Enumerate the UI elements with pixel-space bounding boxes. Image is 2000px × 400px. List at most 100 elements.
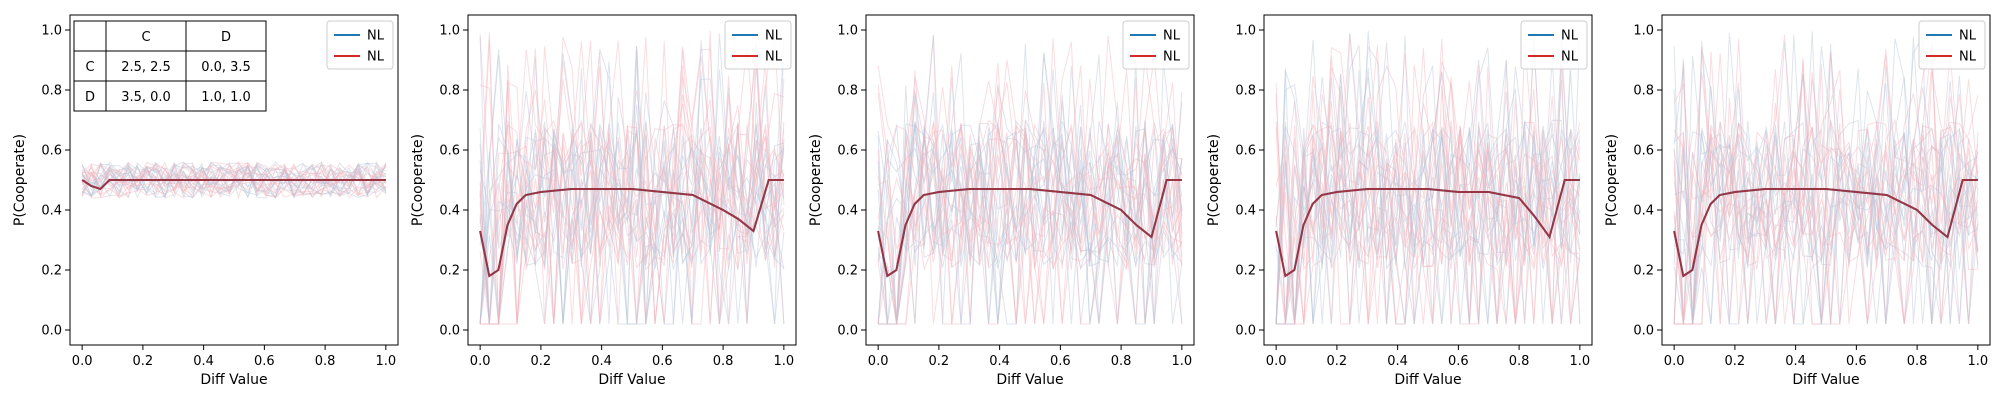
sample-trace	[1673, 38, 1979, 325]
legend-label: NL	[367, 29, 385, 44]
sample-trace	[1275, 70, 1581, 325]
y-tick-label: 0.4	[1633, 204, 1654, 219]
sample-trace	[1276, 33, 1581, 325]
sample-trace	[81, 161, 386, 198]
chart-panel-2: 0.0 0.2 0.4 0.6 0.8 1.0 0.0 0.2 0.4 0.6 0.8 1.0 Diff…	[410, 14, 797, 388]
x-tick-label: 0.8	[1509, 354, 1530, 369]
y-tick-label: 1.0	[1235, 24, 1256, 39]
y-tick-label: 0.2	[837, 264, 858, 279]
sample-trace	[81, 161, 387, 199]
axes-frame	[1263, 14, 1593, 346]
sample-trace	[1276, 59, 1581, 325]
series-line-red	[1673, 179, 1978, 278]
sample-trace	[1275, 66, 1581, 325]
sample-trace	[479, 49, 785, 325]
axes-frame	[865, 14, 1195, 346]
series-line-red	[81, 179, 386, 191]
sample-trace	[878, 86, 1183, 325]
table-cell: 0.0, 3.5	[201, 60, 251, 75]
sample-trace	[1275, 62, 1581, 325]
sample-trace	[1275, 45, 1581, 325]
sample-trace	[81, 161, 387, 200]
x-tick-label: 1.0	[1968, 354, 1989, 369]
sample-trace	[1276, 59, 1581, 325]
sample-trace	[1673, 42, 1979, 325]
x-tick-label: 1.0	[1570, 354, 1591, 369]
axes-frame	[467, 14, 797, 346]
sample-trace	[877, 53, 1183, 325]
y-tick-label: 0.8	[1633, 84, 1654, 99]
sample-trace	[877, 59, 1183, 325]
chart-panel-5: 0.0 0.2 0.4 0.6 0.8 1.0 0.0 0.2 0.4 0.6 0.8 1.0 Diff…	[1604, 14, 1991, 388]
x-tick-label: 0.4	[591, 354, 612, 369]
y-tick-label: 0.4	[439, 204, 460, 219]
y-tick-label: 0.8	[439, 84, 460, 99]
sample-trace	[479, 39, 785, 325]
sample-trace	[1673, 35, 1979, 325]
series-line-red	[479, 179, 784, 278]
sample-trace	[479, 40, 785, 325]
y-tick-label: 0.8	[41, 84, 62, 99]
table-row-header: D	[85, 90, 95, 105]
payoff-table: C DC 2.5, 2.5 0.0, 3.5D 3.5, 0.0 1.0, 1.0	[73, 20, 267, 112]
legend-label: NL	[1163, 50, 1181, 65]
x-tick-label: 0.6	[1846, 354, 1867, 369]
series-line-red	[877, 179, 1182, 278]
sample-trace	[877, 65, 1183, 325]
sample-trace	[878, 101, 1183, 325]
y-tick-label: 0.2	[1633, 264, 1654, 279]
y-tick-label: 0.0	[1235, 324, 1256, 339]
table-col-header: D	[221, 30, 231, 45]
sample-trace	[479, 46, 785, 325]
sample-trace	[81, 161, 387, 198]
sample-trace	[1673, 79, 1979, 325]
x-axis-label: Diff Value	[1792, 372, 1859, 388]
y-tick-label: 1.0	[439, 24, 460, 39]
series-line-red	[1275, 179, 1580, 278]
y-tick-label: 0.0	[1633, 324, 1654, 339]
x-tick-label: 0.0	[1664, 354, 1685, 369]
y-tick-label: 0.6	[837, 144, 858, 159]
sample-trace	[1673, 65, 1979, 325]
x-tick-label: 0.4	[1785, 354, 1806, 369]
y-tick-label: 0.6	[1633, 144, 1654, 159]
sample-trace	[479, 39, 785, 325]
sample-trace	[479, 128, 785, 325]
sample-trace	[878, 93, 1183, 325]
x-tick-label: 0.4	[1387, 354, 1408, 369]
sample-trace	[1673, 73, 1979, 325]
sample-trace	[479, 45, 785, 325]
x-axis-label: Diff Value	[598, 372, 665, 388]
y-tick-label: 0.2	[41, 264, 62, 279]
sample-trace	[1275, 121, 1581, 325]
y-tick-label: 0.6	[439, 144, 460, 159]
sample-trace	[81, 161, 387, 198]
sample-trace	[877, 119, 1183, 325]
sample-trace	[81, 161, 387, 198]
x-tick-label: 0.6	[1050, 354, 1071, 369]
sample-trace	[479, 31, 785, 325]
x-tick-label: 0.0	[470, 354, 491, 369]
sample-trace	[1673, 41, 1979, 325]
sample-trace	[1275, 77, 1581, 325]
sample-trace	[81, 161, 387, 199]
sample-trace	[1673, 33, 1979, 325]
legend-label: NL	[1561, 29, 1579, 44]
axes-frame	[69, 14, 399, 346]
sample-trace	[81, 164, 387, 199]
sample-trace	[877, 65, 1183, 325]
chart-panel-1: 0.0 0.2 0.4 0.6 0.8 1.0 0.0 0.2 0.4 0.6 0.8 1.0 Diff…	[12, 14, 399, 388]
sample-trace	[81, 161, 386, 198]
sample-trace	[1673, 71, 1979, 325]
legend-label: NL	[765, 50, 783, 65]
sample-trace	[1673, 39, 1979, 325]
sample-trace	[1275, 37, 1581, 325]
sample-trace	[877, 35, 1183, 325]
sample-trace	[81, 162, 387, 199]
sample-trace	[878, 120, 1183, 325]
sample-trace	[1674, 75, 1979, 325]
y-axis-label: P(Cooperate)	[1206, 134, 1222, 226]
sample-trace	[877, 91, 1183, 325]
sample-trace	[1276, 61, 1580, 325]
